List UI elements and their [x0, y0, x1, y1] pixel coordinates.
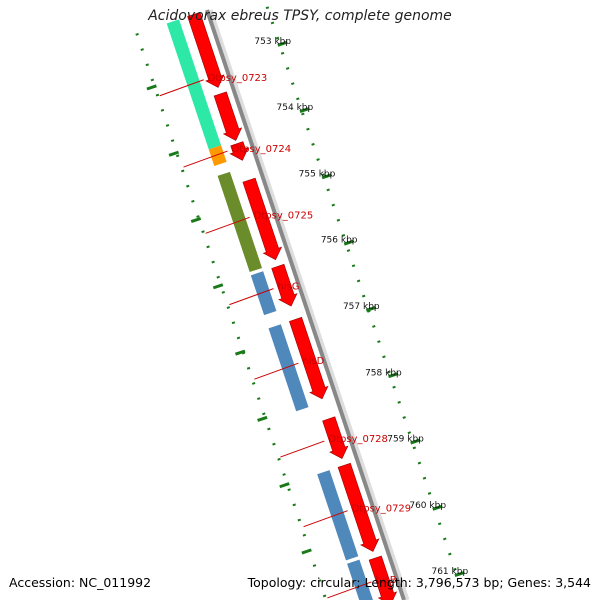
gene-bar[interactable] [347, 559, 376, 604]
scale-tick-label: 759 kbp [387, 435, 424, 445]
scale-tick-label: 757 kbp [343, 302, 380, 312]
scale-tick-label: 754 kbp [277, 103, 314, 113]
gene-label[interactable]: hisG [277, 282, 299, 293]
scale-tick [321, 173, 333, 180]
gene-bar[interactable] [250, 271, 277, 316]
scale-tick-label: 760 kbp [409, 501, 446, 511]
label-leader-line [183, 150, 228, 168]
cds-feature[interactable] [213, 91, 243, 141]
gene-label[interactable]: Dtpsy_0724 [232, 144, 292, 155]
genome-backbone [205, 9, 406, 601]
label-leader-line [280, 440, 325, 458]
scale-tick [146, 84, 157, 91]
scale-tick [212, 283, 224, 290]
gene-bar[interactable] [166, 19, 222, 150]
scale-tick [410, 438, 421, 445]
cds-feature[interactable] [229, 141, 249, 161]
gene-label[interactable]: Dtpsy_0729 [352, 504, 412, 515]
scale-tick [343, 239, 355, 246]
cds-feature[interactable] [289, 316, 329, 400]
scale-tick-label: 753 kbp [254, 37, 291, 47]
backbone-shadow [207, 9, 410, 601]
label-leader-line [229, 288, 274, 306]
cds-feature[interactable] [242, 177, 283, 261]
topology-text: Topology: circular; Length: 3,796,573 bp… [247, 575, 591, 590]
scale-ticks: 753 kbp 754 kbp 755 kbp 756 kbp 757 kbp 758 k… [135, 0, 468, 604]
scale-tick-label: 756 kbp [321, 236, 358, 246]
label-leader-line [205, 216, 250, 234]
scale-tick [234, 349, 246, 356]
scale-tick [168, 150, 180, 157]
label-leader-line [303, 510, 348, 528]
label-leader-line [159, 79, 204, 97]
gene-bar[interactable] [317, 470, 359, 561]
gene-label[interactable]: Dtpsy_0725 [254, 210, 314, 221]
gene-label[interactable]: hisD [302, 356, 324, 367]
gene-bar[interactable] [208, 145, 227, 166]
gene-bar[interactable] [268, 324, 309, 412]
gene-bar[interactable] [217, 171, 263, 273]
accession-text: Accession: NC_011992 [9, 575, 152, 590]
scale-tick [388, 372, 399, 379]
scale-tick [299, 107, 310, 114]
label-leader-line [254, 362, 299, 380]
cds-feature[interactable] [322, 416, 349, 460]
scale-tick [277, 40, 288, 47]
scale-tick [257, 415, 268, 422]
genome-title: Acidovorax ebreus TPSY, complete genome [148, 8, 452, 24]
cds-feature[interactable] [337, 462, 380, 552]
gene-labels: Dtpsy_0723 Dtpsy_0724 Dtpsy_0725 hisG hisD Dt… [159, 73, 412, 599]
gene-label[interactable]: Dtpsy_0728 [328, 434, 388, 445]
gene-label[interactable]: hisB [375, 575, 396, 586]
scale-tick [365, 305, 377, 312]
scale-tick [454, 571, 465, 578]
scale-tick [301, 548, 312, 555]
scale-tick [279, 482, 290, 489]
cds-feature[interactable] [271, 263, 298, 307]
scale-tick-label: 761 kbp [431, 567, 468, 577]
scale-tick [190, 216, 202, 224]
scale-tick-label: 755 kbp [299, 169, 336, 179]
gene-label[interactable]: Dtpsy_0723 [208, 73, 268, 84]
scale-tick [432, 504, 443, 511]
feature-track [166, 9, 410, 604]
label-leader-line [327, 581, 372, 599]
cds-feature[interactable] [187, 12, 225, 88]
scale-tick-label: 758 kbp [365, 368, 402, 378]
